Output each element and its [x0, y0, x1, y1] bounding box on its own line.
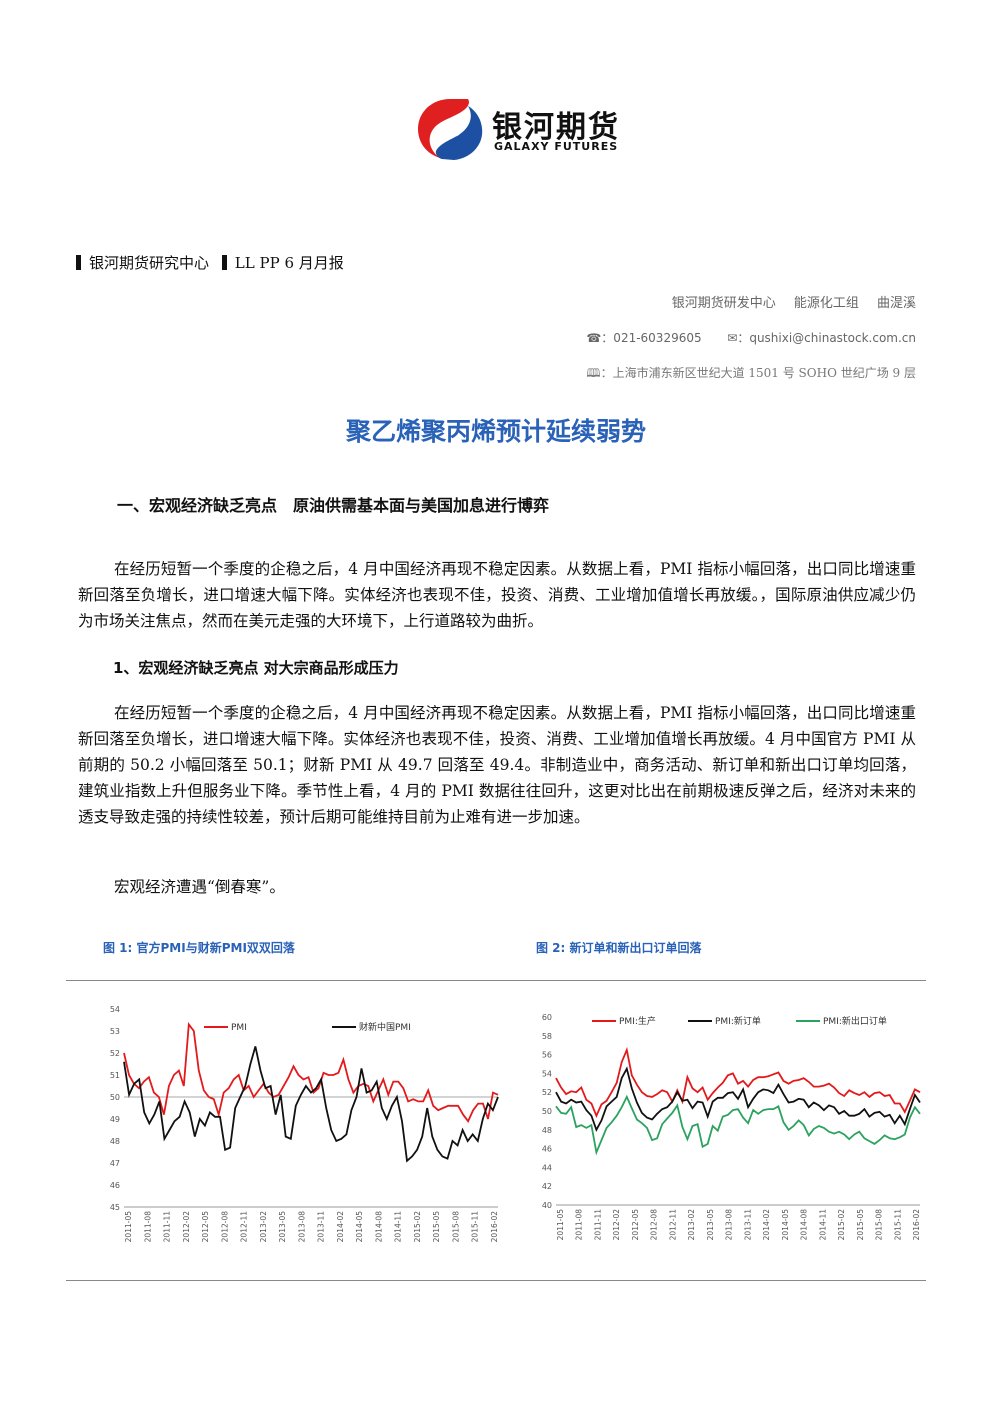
figure-top-rule: [66, 980, 926, 981]
series-line-2: [555, 1094, 921, 1156]
series-line-0: [555, 1046, 921, 1118]
report-header: 银河期货研究中心 LL PP 6 月月报: [76, 252, 344, 273]
x-tick-label: 2012-11: [240, 1211, 249, 1243]
x-tick-label: 2013-05: [278, 1211, 287, 1243]
x-tick-label: 2012-08: [650, 1209, 659, 1241]
x-tick-label: 2015-02: [837, 1209, 846, 1241]
legend-label: PMI: [231, 1023, 247, 1033]
legend-label: PMI:新订单: [715, 1015, 761, 1027]
x-tick-label: 2011-05: [124, 1211, 133, 1243]
y-tick-label: 48: [110, 1137, 120, 1146]
author-email[interactable]: ✉：qushixi@chinastock.com.cn: [727, 331, 916, 345]
x-tick-label: 2013-08: [297, 1211, 306, 1243]
section1-paragraph: 在经历短暂一个季度的企稳之后，4 月中国经济再现不稳定因素。从数据上看，PMI …: [78, 560, 916, 630]
x-tick-label: 2013-11: [743, 1209, 752, 1241]
header-bar-marker: [221, 255, 227, 270]
x-tick-label: 2015-11: [893, 1209, 902, 1241]
legend-label: PMI:生产: [619, 1015, 656, 1027]
x-tick-label: 2011-08: [143, 1211, 152, 1243]
x-tick-label: 2014-05: [781, 1209, 790, 1241]
galaxy-logo-icon: [418, 99, 483, 160]
chart-pmi-vs-caixin: 54 53 52 51 50 49 48 47 46 45 2011-05 2011-08 2011-1…: [110, 1005, 499, 1243]
header-report: LL PP 6 月月报: [234, 254, 344, 272]
header-bar-marker: [76, 255, 81, 270]
author-contact: ☎：021-60329605 ✉：qushixi@chinastock.com.…: [586, 329, 916, 346]
y-tick-label: 47: [110, 1159, 120, 1168]
x-tick-label: 2014-11: [394, 1211, 403, 1243]
section2-heading: 1、宏观经济缺乏亮点 对大宗商品形成压力: [113, 659, 399, 677]
series-line-1: [123, 1046, 499, 1163]
header-org: 银河期货研究中心: [89, 254, 210, 272]
x-tick-label: 2014-02: [336, 1211, 345, 1243]
x-tick-label: 2015-05: [432, 1211, 441, 1243]
x-tick-label: 2014-08: [374, 1211, 383, 1243]
x-tick-label: 2013-11: [317, 1211, 326, 1243]
x-tick-label: 2016-02: [912, 1209, 921, 1241]
x-tick-label: 2015-02: [413, 1211, 422, 1243]
logo-name-en: GALAXY FUTURES: [494, 140, 619, 153]
x-tick-label: 2012-05: [201, 1211, 210, 1243]
section1-heading: 一、宏观经济缺乏亮点 原油供需基本面与美国加息进行博弈: [117, 496, 550, 515]
y-tick-label: 46: [542, 1145, 552, 1154]
y-tick-label: 48: [542, 1126, 552, 1135]
y-tick-label: 50: [542, 1107, 552, 1116]
figure1-caption: 图 1: 官方PMI与财新PMI双双回落: [103, 941, 295, 955]
y-tick-label: 50: [110, 1093, 120, 1102]
author-line: 银河期货研发中心 能源化工组 曲湜溪: [671, 296, 916, 311]
x-tick-label: 2011-08: [575, 1209, 584, 1241]
legend-label: 财新中国PMI: [359, 1021, 411, 1033]
y-tick-label: 44: [542, 1163, 552, 1172]
x-tick-label: 2015-08: [875, 1209, 884, 1241]
x-tick-label: 2013-05: [706, 1209, 715, 1241]
x-tick-label: 2015-11: [471, 1211, 480, 1243]
x-tick-label: 2011-05: [556, 1209, 565, 1241]
x-tick-label: 2015-08: [451, 1211, 460, 1243]
y-tick-label: 46: [110, 1181, 120, 1190]
y-tick-label: 58: [542, 1032, 552, 1041]
x-tick-label: 2011-11: [593, 1209, 602, 1241]
x-tick-label: 2012-11: [668, 1209, 677, 1241]
series-line-1: [555, 1066, 921, 1133]
report-title: 聚乙烯聚丙烯预计延续弱势: [345, 417, 646, 446]
figure2-caption: 图 2: 新订单和新出口订单回落: [536, 941, 702, 955]
x-tick-label: 2014-11: [818, 1209, 827, 1241]
legend-label: PMI:新出口订单: [823, 1015, 887, 1027]
figure-bottom-rule: [66, 1280, 926, 1281]
x-tick-label: 2014-05: [355, 1211, 364, 1243]
x-tick-label: 2013-02: [259, 1211, 268, 1243]
x-tick-label: 2012-08: [220, 1211, 229, 1243]
y-tick-label: 40: [542, 1201, 552, 1210]
x-tick-label: 2011-11: [163, 1211, 172, 1243]
y-tick-label: 49: [110, 1115, 120, 1124]
x-tick-label: 2013-08: [725, 1209, 734, 1241]
series-line-0: [123, 1021, 499, 1123]
x-tick-label: 2015-05: [856, 1209, 865, 1241]
x-tick-label: 2012-05: [631, 1209, 640, 1241]
author-address: 🕮：上海市浦东新区世纪大道 1501 号 SOHO 世纪广场 9 层: [586, 366, 916, 380]
section2-paragraph-2: 宏观经济遭遇“倒春寒”。: [114, 878, 285, 896]
chart-new-orders: 60 58 56 54 52 50 48 46 44 42 40 2011-05 2011-08 2011…: [542, 1013, 921, 1241]
y-tick-label: 60: [542, 1013, 552, 1022]
y-tick-label: 54: [542, 1069, 552, 1078]
section2-paragraph: 在经历短暂一个季度的企稳之后，4 月中国经济再现不稳定因素。从数据上看，PMI …: [78, 704, 916, 826]
y-tick-label: 53: [110, 1027, 120, 1036]
author-phone: ☎：021-60329605: [586, 331, 702, 345]
y-tick-label: 56: [542, 1051, 552, 1060]
x-tick-label: 2014-02: [762, 1209, 771, 1241]
x-tick-label: 2016-02: [490, 1211, 499, 1243]
y-tick-label: 52: [542, 1088, 552, 1097]
x-tick-label: 2014-08: [800, 1209, 809, 1241]
x-tick-label: 2012-02: [612, 1209, 621, 1241]
y-tick-label: 51: [110, 1071, 120, 1080]
y-tick-label: 42: [542, 1182, 552, 1191]
logo-name-cn: 银河期货: [492, 110, 620, 145]
y-tick-label: 52: [110, 1049, 120, 1058]
y-tick-label: 45: [110, 1203, 120, 1212]
x-tick-label: 2013-02: [687, 1209, 696, 1241]
galaxy-futures-logo: 银河期货 GALAXY FUTURES: [414, 96, 644, 166]
x-tick-label: 2012-02: [182, 1211, 191, 1243]
y-tick-label: 54: [110, 1005, 120, 1014]
